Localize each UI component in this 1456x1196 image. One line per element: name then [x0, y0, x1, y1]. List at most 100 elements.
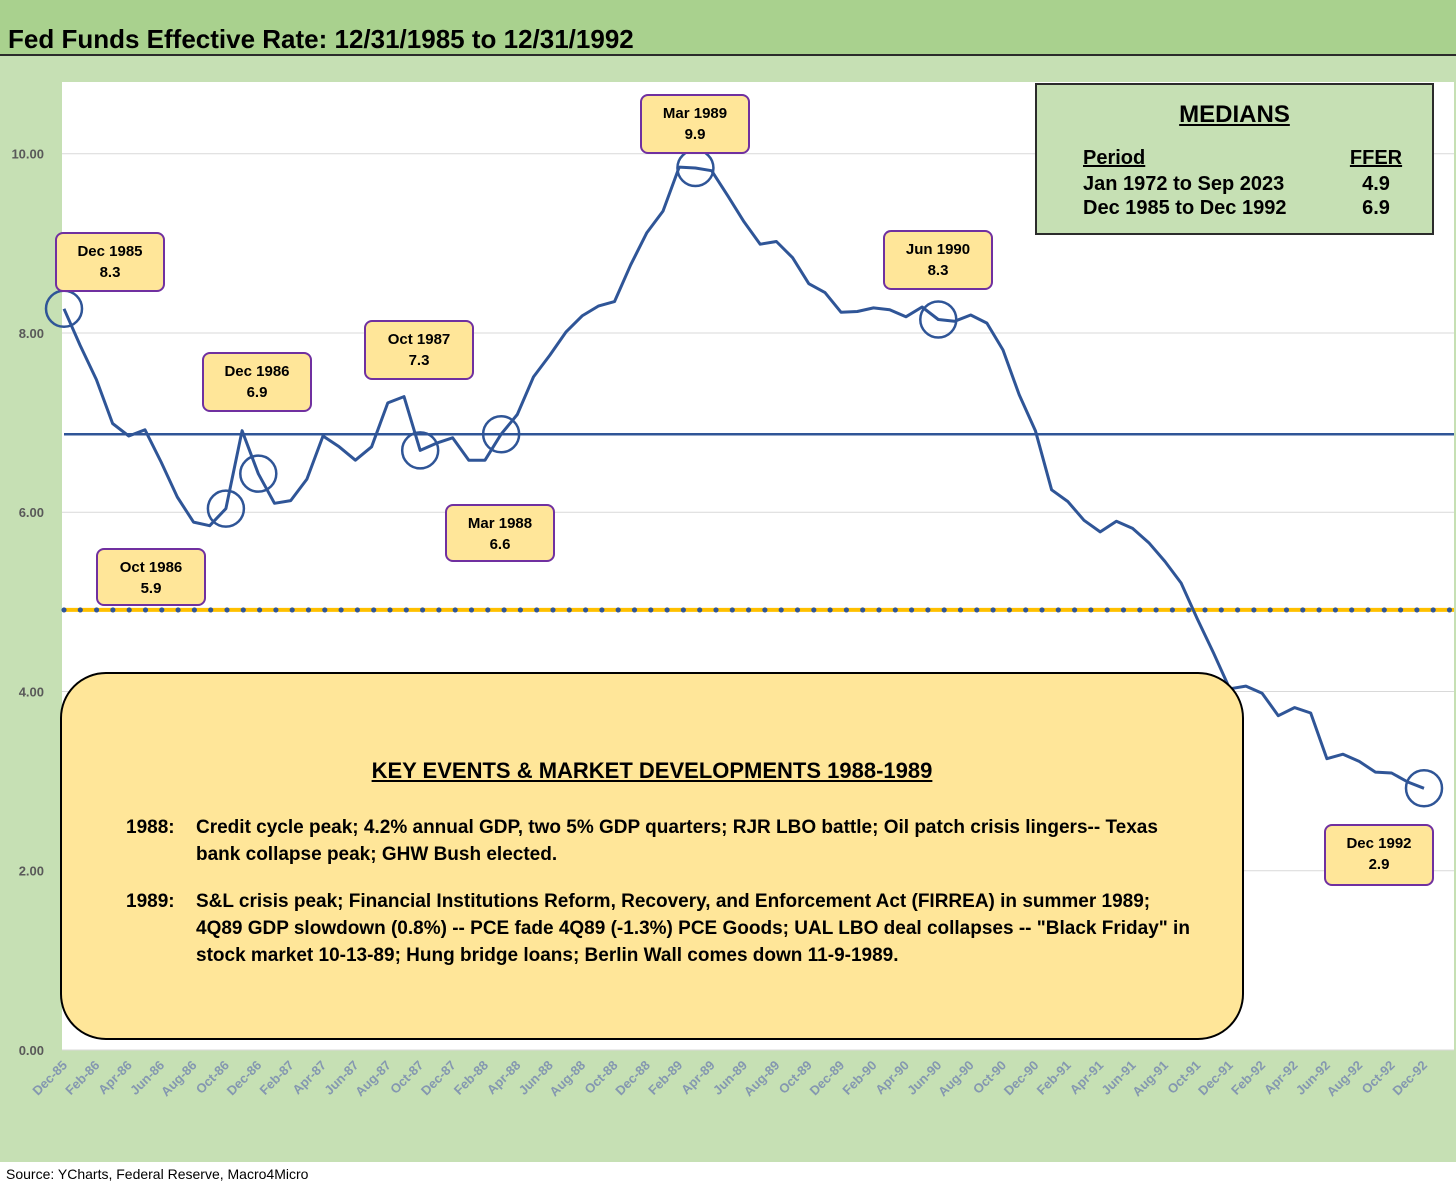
median-dot [1039, 607, 1045, 613]
median-dot [1120, 607, 1127, 613]
median-dot [974, 607, 980, 613]
x-tick-label: Apr-91 [1067, 1058, 1107, 1098]
medians-box: MEDIANS Period FFER Jan 1972 to Sep 2023… [1035, 83, 1434, 235]
median-dot [371, 607, 377, 613]
medians-header-row: Period FFER [1083, 147, 1404, 173]
median-dot [1349, 607, 1355, 613]
callout-box: Oct 1986 5.9 [96, 548, 206, 606]
title-bar: Fed Funds Effective Rate: 12/31/1985 to … [0, 0, 1456, 56]
callout-value: 6.9 [246, 384, 268, 401]
x-tick-label: Feb-90 [839, 1058, 879, 1098]
median-dot [501, 607, 507, 613]
x-tick-label: Dec-92 [1389, 1058, 1430, 1099]
median-dot [273, 607, 279, 613]
median-dot [61, 607, 67, 613]
callout-box: Dec 1985 8.3 [55, 232, 165, 292]
median-dot [322, 607, 328, 613]
callout-box: Mar 1989 9.9 [640, 94, 750, 154]
median-dot [990, 607, 996, 613]
median-dot [1446, 607, 1453, 613]
median-dot [534, 607, 540, 613]
median-dot [713, 607, 719, 613]
median-dot [566, 607, 572, 613]
callout-month: Oct 1986 [119, 559, 183, 576]
median-dot [485, 607, 491, 613]
median-dot [1153, 607, 1159, 613]
x-tick-label: Feb-88 [451, 1058, 491, 1098]
callout-month: Dec 1985 [77, 243, 143, 260]
x-tick-label: Dec-87 [418, 1058, 459, 1099]
median-dot [925, 607, 931, 613]
x-tick-label: Apr-86 [95, 1058, 135, 1098]
highlight-circle [1404, 769, 1444, 808]
median-dot [680, 607, 687, 613]
median-dot [1283, 607, 1290, 613]
callout-box: Dec 1986 6.9 [202, 352, 312, 412]
median-dot [191, 607, 197, 613]
callout-value: 5.9 [140, 580, 162, 597]
median-dot [664, 607, 670, 613]
median-dot [126, 607, 132, 613]
median-dot [94, 607, 100, 613]
y-tick-label: 10.00 [11, 147, 44, 162]
highlight-circle [919, 300, 958, 339]
medians-col-period: Period [1083, 147, 1146, 169]
x-tick-label: Feb-89 [645, 1058, 685, 1098]
median-lines [61, 432, 1454, 613]
x-tick-label: Aug-86 [158, 1058, 200, 1100]
y-tick-label: 0.00 [19, 1043, 44, 1058]
callout-month: Oct 1987 [387, 331, 451, 348]
event-year: 1989: [126, 891, 175, 912]
median-dot [208, 607, 214, 613]
fed-funds-rate-line [62, 165, 1425, 790]
median-dot [1006, 607, 1013, 613]
median-dot [892, 607, 898, 613]
median-dot [159, 607, 165, 613]
median-dot [142, 607, 149, 613]
x-tick-label: Aug-92 [1324, 1058, 1366, 1100]
callout-month: Jun 1990 [905, 241, 971, 258]
median-dot [811, 607, 817, 613]
median-dot [468, 607, 475, 613]
key-events-box: KEY EVENTS & MARKET DEVELOPMENTS 1988-19… [60, 672, 1244, 1040]
medians-row-period: Dec 1985 to Dec 1992 [1083, 197, 1287, 219]
median-dot [224, 607, 230, 613]
chart-title: Fed Funds Effective Rate: 12/31/1985 to … [8, 24, 634, 54]
median-dot [175, 607, 181, 613]
median-dot [697, 607, 703, 613]
median-dot [1267, 607, 1273, 613]
highlight-circle [400, 431, 440, 470]
x-tick-label: Apr-90 [872, 1058, 912, 1098]
median-dot [387, 607, 393, 613]
median-dot [257, 607, 263, 613]
callout-value: 6.6 [489, 536, 511, 553]
y-axis-ticks: 0.00 2.00 4.00 6.00 8.00 10.00 [11, 147, 44, 1058]
x-tick-label: Apr-88 [484, 1058, 524, 1098]
median-dot [1235, 607, 1241, 613]
x-axis-ticks: Dec-85Feb-86Apr-86Jun-86Aug-86Oct-86Dec-… [29, 1058, 1430, 1100]
median-dot [615, 607, 621, 613]
event-text: S&L crisis peak; Financial Institutions … [196, 891, 1190, 966]
median-dot [909, 607, 915, 613]
median-dot [1202, 607, 1208, 613]
x-tick-label: Dec-89 [807, 1058, 848, 1099]
highlight-circle [206, 489, 246, 528]
source-note: Source: YCharts, Federal Reserve, Macro4… [6, 1166, 309, 1182]
x-tick-label: Dec-90 [1001, 1058, 1042, 1099]
callout-value: 8.3 [927, 262, 949, 279]
medians-row-ffer: 4.9 [1362, 173, 1390, 195]
x-tick-label: Dec-91 [1195, 1058, 1236, 1099]
callout-month: Mar 1989 [662, 105, 728, 122]
x-tick-label: Apr-87 [289, 1058, 329, 1098]
callout-value: 9.9 [684, 126, 706, 143]
median-dot [1414, 607, 1420, 613]
callout-box: Jun 1990 8.3 [883, 230, 993, 290]
median-dot [1169, 607, 1175, 613]
series-lines [62, 165, 1425, 790]
x-tick-label: Feb-87 [257, 1058, 297, 1098]
highlight-circle [239, 454, 278, 493]
x-tick-label: Feb-92 [1228, 1058, 1268, 1098]
median-dot [1023, 607, 1029, 613]
medians-row: Dec 1985 to Dec 1992 6.9 [1083, 197, 1404, 223]
